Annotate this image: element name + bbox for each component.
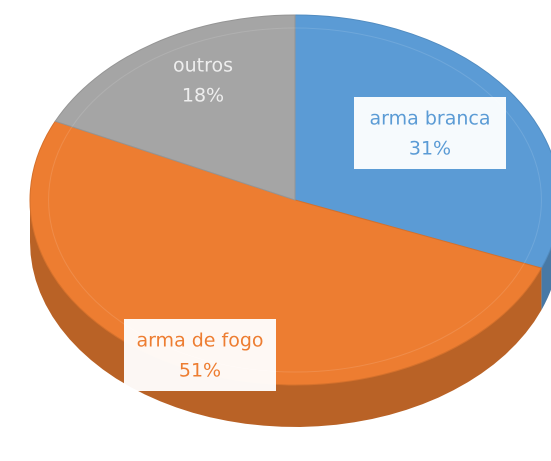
pie-rim [48,27,542,373]
slice-value-label: 31% [409,138,451,160]
slice-label: arma branca [370,108,491,130]
slice-value-label: 18% [182,85,224,107]
slice-value-label: 51% [179,360,221,382]
slice-label: outros [173,55,233,77]
pie-side [541,247,551,311]
label-box [124,319,276,391]
pie-slice [54,14,296,201]
label-box [354,97,506,169]
slice-label: arma de fogo [136,330,263,352]
